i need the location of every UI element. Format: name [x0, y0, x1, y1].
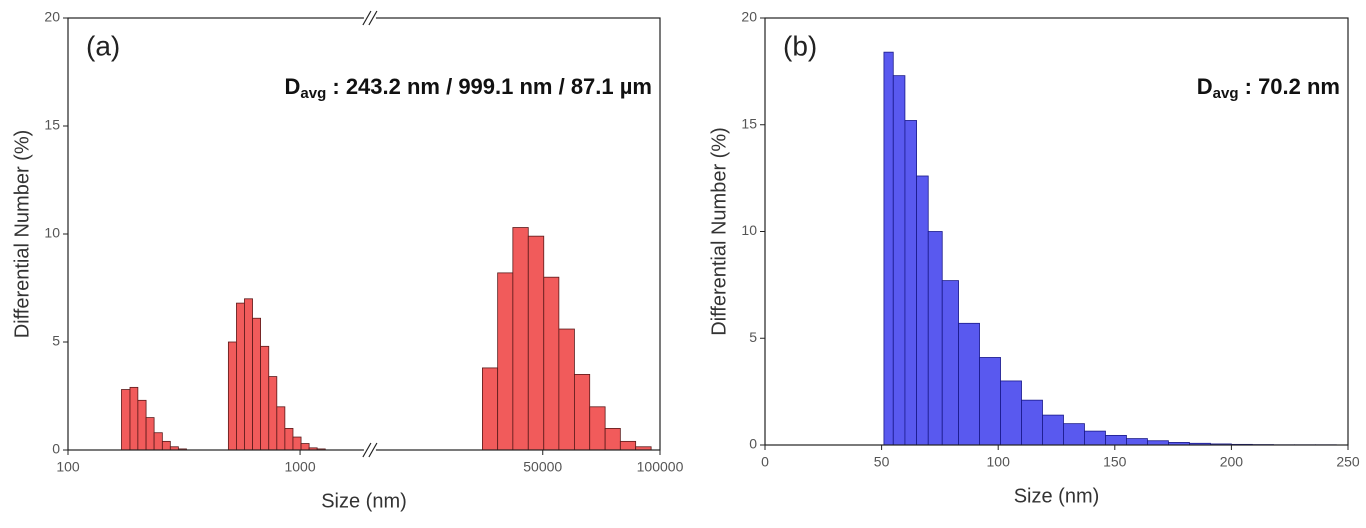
y-tick-label: 10	[741, 222, 757, 238]
axis-break-mark	[368, 442, 378, 458]
bar	[979, 357, 1001, 446]
bar	[260, 345, 270, 451]
x-tick-label: 250	[1336, 454, 1360, 470]
annotation: Davg : 70.2 nm	[1197, 74, 1340, 102]
bar	[558, 328, 575, 451]
bar	[958, 322, 980, 446]
bar	[292, 436, 302, 451]
x-tick-label: 100000	[637, 459, 684, 475]
bar	[1000, 380, 1022, 446]
x-tick-label: 50000	[523, 459, 562, 475]
bar	[543, 276, 560, 451]
y-tick-label: 20	[44, 9, 60, 25]
x-axis-title: Size (nm)	[1014, 485, 1100, 507]
y-tick-label: 5	[749, 329, 757, 345]
axis-break-gap	[363, 15, 376, 21]
bar	[252, 317, 261, 451]
x-tick-label: 50	[874, 454, 890, 470]
bar	[145, 417, 155, 451]
bar	[1021, 399, 1043, 446]
bar	[619, 440, 637, 451]
panel-label: (a)	[86, 30, 120, 61]
annotation-main: D	[285, 74, 301, 99]
axis-break-mark	[368, 10, 378, 26]
bar	[604, 427, 621, 451]
annotation: Davg : 243.2 nm / 999.1 nm / 87.1 µm	[285, 74, 652, 102]
bar	[892, 75, 906, 446]
bar	[904, 120, 917, 446]
bar	[276, 406, 286, 451]
bar	[589, 406, 606, 451]
bar	[512, 227, 529, 451]
x-tick-label: 1000	[284, 459, 315, 475]
x-tick-label: 0	[761, 454, 769, 470]
axis-break-mark	[362, 442, 372, 458]
bar	[1105, 434, 1127, 446]
bar	[227, 341, 237, 451]
bar	[161, 440, 171, 451]
bar	[482, 367, 499, 451]
x-axis-title: Size (nm)	[321, 490, 407, 512]
annotation-main: D	[1197, 74, 1213, 99]
bar	[284, 427, 294, 451]
y-tick-label: 10	[44, 225, 60, 241]
annotation-text: : 70.2 nm	[1239, 74, 1340, 99]
y-axis-title: Differential Number (%)	[11, 130, 33, 339]
y-axis-title: Differential Number (%)	[708, 127, 730, 336]
x-tick-label: 150	[1103, 454, 1127, 470]
axis-break-mark	[362, 10, 372, 26]
bar	[268, 376, 278, 451]
bar	[527, 235, 545, 451]
bar	[236, 302, 245, 451]
bar	[129, 386, 139, 451]
y-tick-label: 15	[741, 115, 757, 131]
bar	[927, 231, 943, 446]
bar	[574, 373, 591, 451]
bar	[137, 399, 147, 451]
bar	[1126, 438, 1148, 446]
bar	[1084, 430, 1106, 446]
bar	[497, 272, 514, 451]
bar	[1042, 414, 1064, 446]
bar	[916, 175, 929, 446]
bar	[121, 389, 131, 451]
annotation-sub: avg	[300, 85, 326, 102]
x-tick-label: 100	[987, 454, 1011, 470]
x-tick-label: 100	[56, 459, 80, 475]
annotation-text: : 243.2 nm / 999.1 nm / 87.1 µm	[326, 74, 652, 99]
annotation-sub: avg	[1213, 85, 1239, 102]
y-tick-label: 0	[749, 436, 757, 452]
y-tick-label: 0	[52, 441, 60, 457]
bar	[300, 443, 310, 451]
panel-label: (b)	[783, 30, 817, 61]
bar	[1147, 440, 1169, 446]
bar	[244, 298, 253, 451]
y-tick-label: 20	[741, 9, 757, 25]
y-tick-label: 5	[52, 333, 60, 349]
bar	[941, 280, 959, 446]
x-tick-label: 200	[1220, 454, 1244, 470]
bar	[883, 51, 894, 446]
bar	[153, 432, 163, 451]
bar	[1063, 423, 1085, 446]
y-tick-label: 15	[44, 117, 60, 133]
axis-break-gap	[363, 447, 376, 453]
